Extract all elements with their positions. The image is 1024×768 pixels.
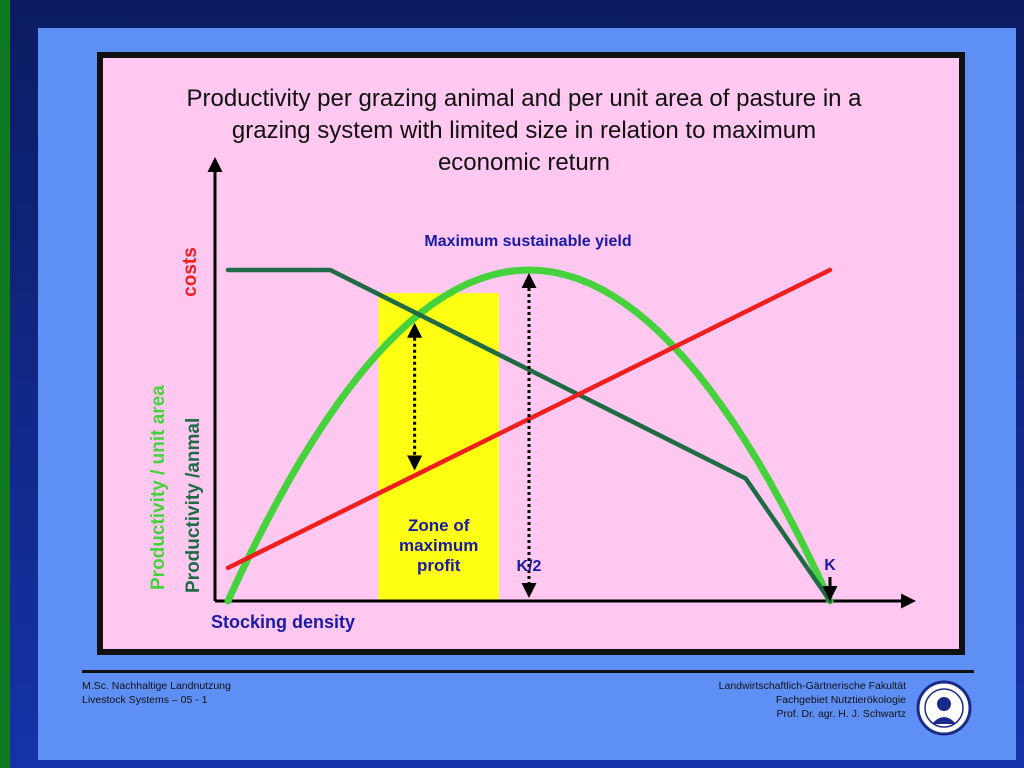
zone-label-line: profit xyxy=(417,556,461,575)
footer-divider xyxy=(82,670,974,673)
zone-label-line: Zone of xyxy=(408,516,470,535)
series-productivity-animal xyxy=(225,267,833,604)
k-label: K xyxy=(824,557,836,574)
y-axis-label: Productivity / unit area xyxy=(148,385,169,590)
half-k-label: K/2 xyxy=(517,558,542,575)
footer-program: M.Sc. Nachhaltige Landnutzung xyxy=(82,680,231,692)
chart-title-line: economic return xyxy=(438,149,610,176)
msy-label: Maximum sustainable yield xyxy=(424,233,631,250)
footer-faculty: Landwirtschaftlich-Gärtnerische Fakultät xyxy=(718,680,906,692)
footer-department: Fachgebiet Nutztierökologie xyxy=(775,694,906,706)
x-axis-label: Stocking density xyxy=(211,612,355,632)
left-accent-bar xyxy=(0,0,10,768)
zone-label-line: maximum xyxy=(399,536,478,555)
y-axis-label: Productivity /anmal xyxy=(183,418,204,593)
footer-professor: Prof. Dr. agr. H. J. Schwartz xyxy=(776,708,906,720)
series-productivity-unit-area xyxy=(224,266,834,605)
chart-title-line: Productivity per grazing animal and per … xyxy=(186,85,862,112)
footer-right: Landwirtschaftlich-Gärtnerische Fakultät… xyxy=(719,679,906,721)
y-axis-label: costs xyxy=(180,247,201,297)
footer-left: M.Sc. Nachhaltige Landnutzung Livestock … xyxy=(82,679,231,707)
chart-title-line: grazing system with limited size in rela… xyxy=(232,117,816,144)
university-seal-icon xyxy=(916,680,972,736)
footer-course: Livestock Systems – 05 - 1 xyxy=(82,694,208,706)
